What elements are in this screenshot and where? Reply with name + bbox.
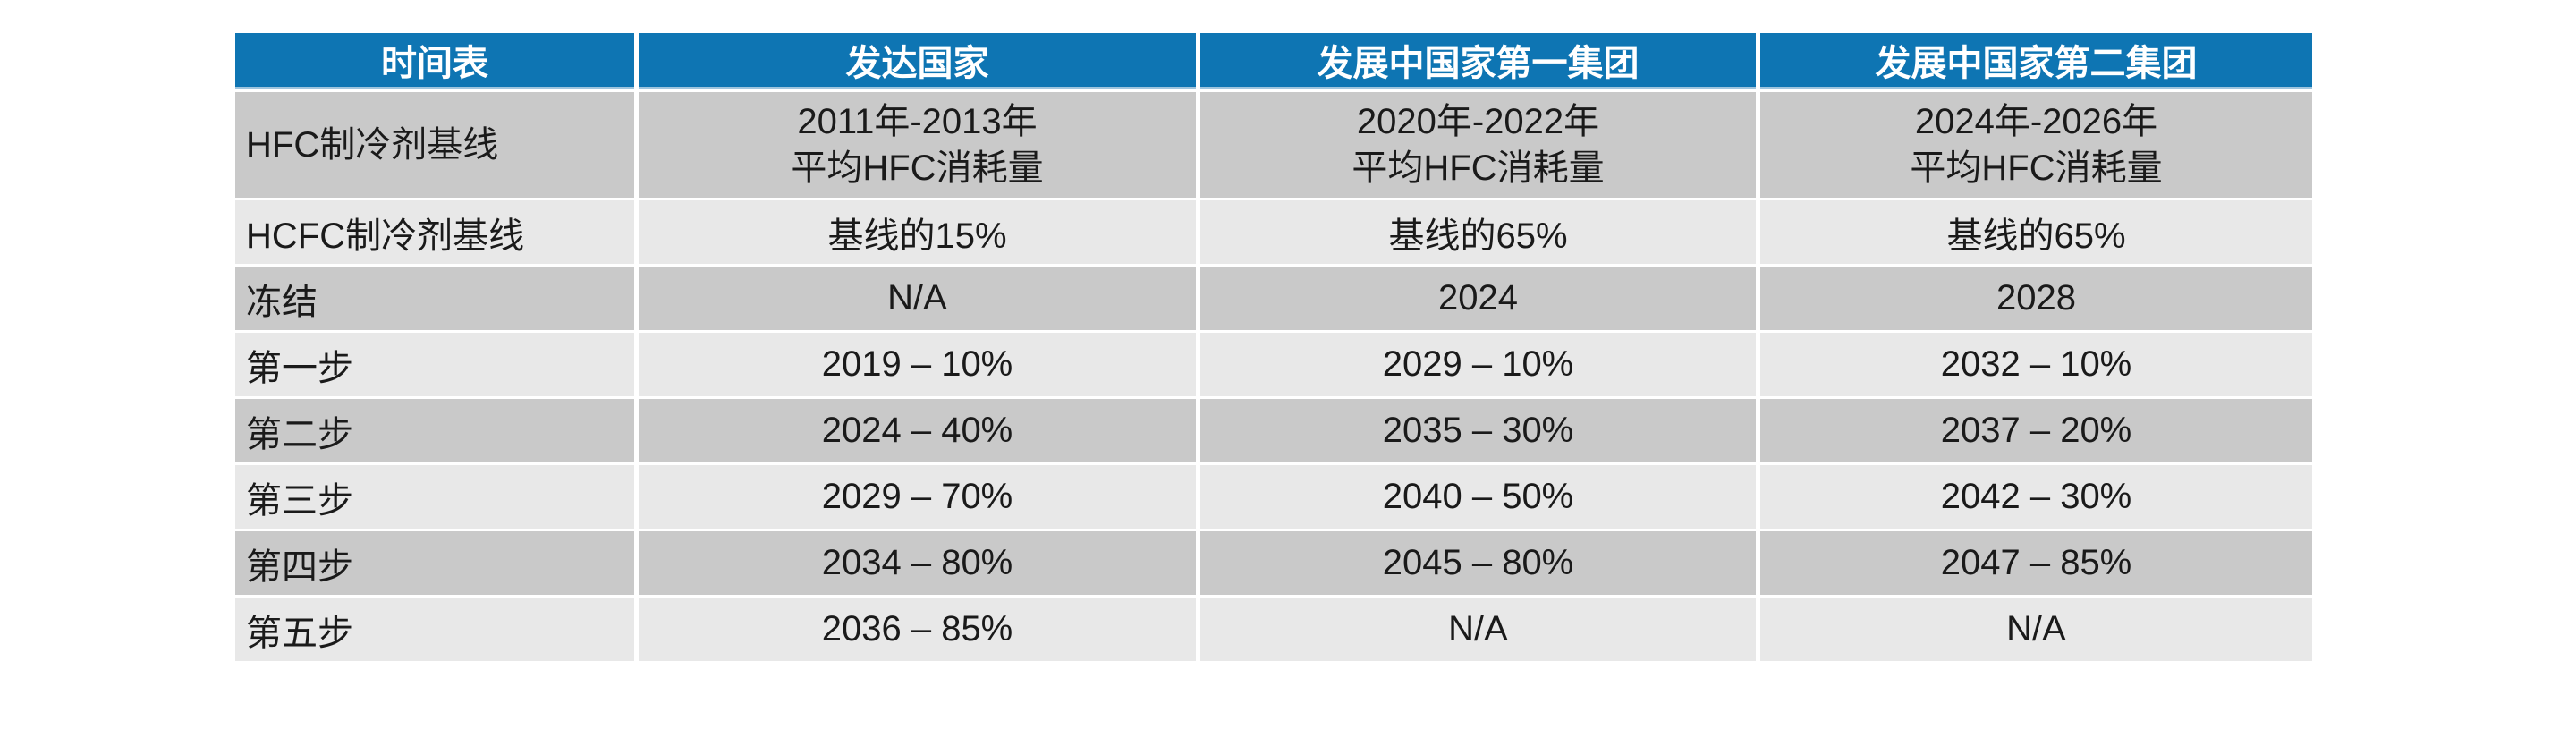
table-row-1: HCFC制冷剂基线 基线的15% 基线的65% 基线的65% (235, 200, 2312, 264)
value-cell: 2024 (1200, 267, 1756, 330)
hfc-phase-down-schedule-table: 时间表 发达国家 发展中国家第一集团 发展中国家第二集团 HFC制冷剂基线 2011年-… (231, 30, 2317, 664)
row-label-cell: 第三步 (235, 465, 634, 529)
header-cell-0: 时间表 (235, 33, 634, 89)
table-row-3: 第一步 2019 – 10% 2029 – 10% 2032 – 10% (235, 333, 2312, 396)
value-cell: 2029 – 70% (639, 465, 1196, 529)
header-cell-2: 发展中国家第一集团 (1200, 33, 1756, 89)
row-label-cell: HCFC制冷剂基线 (235, 200, 634, 264)
table-row-6: 第四步 2034 – 80% 2045 – 80% 2047 – 85% (235, 531, 2312, 595)
value-cell: 2036 – 85% (639, 598, 1196, 661)
table-row-7: 第五步 2036 – 85% N/A N/A (235, 598, 2312, 661)
value-cell: 2040 – 50% (1200, 465, 1756, 529)
row-label-cell: 第二步 (235, 399, 634, 462)
value-cell: N/A (1760, 598, 2312, 661)
value-cell: 2024年-2026年 平均HFC消耗量 (1760, 92, 2312, 198)
value-cell: 2020年-2022年 平均HFC消耗量 (1200, 92, 1756, 198)
value-cell: N/A (1200, 598, 1756, 661)
value-cell: 基线的65% (1200, 200, 1756, 264)
table-row-5: 第三步 2029 – 70% 2040 – 50% 2042 – 30% (235, 465, 2312, 529)
value-cell: 基线的15% (639, 200, 1196, 264)
value-cell: 2047 – 85% (1760, 531, 2312, 595)
header-cell-1: 发达国家 (639, 33, 1196, 89)
table-header: 时间表 发达国家 发展中国家第一集团 发展中国家第二集团 (235, 33, 2312, 89)
value-cell: 2045 – 80% (1200, 531, 1756, 595)
table-body: HFC制冷剂基线 2011年-2013年 平均HFC消耗量 2020年-2022年 … (235, 92, 2312, 661)
value-cell: 2019 – 10% (639, 333, 1196, 396)
header-cell-3: 发展中国家第二集团 (1760, 33, 2312, 89)
table-header-row: 时间表 发达国家 发展中国家第一集团 发展中国家第二集团 (235, 33, 2312, 89)
row-label-cell: 第五步 (235, 598, 634, 661)
value-cell: 基线的65% (1760, 200, 2312, 264)
value-cell: 2028 (1760, 267, 2312, 330)
value-cell: 2024 – 40% (639, 399, 1196, 462)
value-cell: 2035 – 30% (1200, 399, 1756, 462)
value-cell: 2034 – 80% (639, 531, 1196, 595)
row-label-cell: 第一步 (235, 333, 634, 396)
table-row-4: 第二步 2024 – 40% 2035 – 30% 2037 – 20% (235, 399, 2312, 462)
value-cell: 2029 – 10% (1200, 333, 1756, 396)
table-row-0: HFC制冷剂基线 2011年-2013年 平均HFC消耗量 2020年-2022年 … (235, 92, 2312, 198)
value-cell: 2011年-2013年 平均HFC消耗量 (639, 92, 1196, 198)
row-label-cell: HFC制冷剂基线 (235, 92, 634, 198)
row-label-cell: 第四步 (235, 531, 634, 595)
value-cell: 2032 – 10% (1760, 333, 2312, 396)
value-cell: 2037 – 20% (1760, 399, 2312, 462)
row-label-cell: 冻结 (235, 267, 634, 330)
value-cell: N/A (639, 267, 1196, 330)
value-cell: 2042 – 30% (1760, 465, 2312, 529)
table-row-2: 冻结 N/A 2024 2028 (235, 267, 2312, 330)
